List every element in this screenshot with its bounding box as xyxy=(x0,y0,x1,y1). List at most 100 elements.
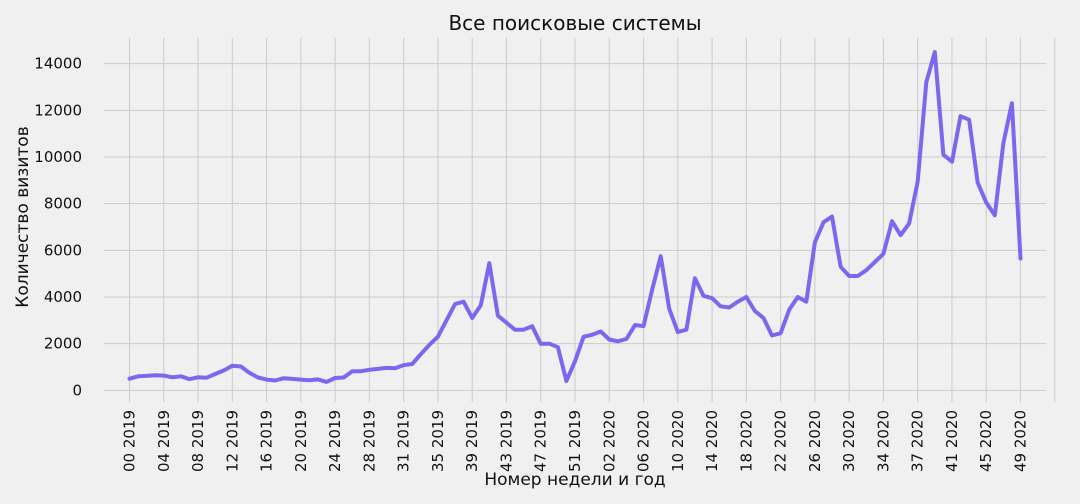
data-point xyxy=(685,328,688,331)
data-point xyxy=(942,153,945,156)
data-point xyxy=(693,277,696,280)
x-tick-label: 41 2020 xyxy=(943,410,961,472)
data-point xyxy=(265,378,268,381)
data-point xyxy=(496,314,499,317)
data-point xyxy=(642,325,645,328)
x-tick-label: 10 2020 xyxy=(669,410,687,472)
data-point xyxy=(359,370,362,373)
data-point xyxy=(796,296,799,299)
y-tick-label: 4000 xyxy=(44,288,82,306)
data-point xyxy=(582,335,585,338)
x-tick-label: 08 2019 xyxy=(189,410,207,472)
x-tick-label: 39 2019 xyxy=(463,410,481,472)
data-point xyxy=(711,297,714,300)
data-point xyxy=(891,220,894,223)
data-point xyxy=(222,369,225,372)
data-point xyxy=(753,310,756,313)
y-tick-label: 14000 xyxy=(34,55,82,73)
data-point xyxy=(428,343,431,346)
data-point xyxy=(317,378,320,381)
y-tick-label: 10000 xyxy=(34,148,82,166)
data-point xyxy=(128,377,131,380)
data-point xyxy=(831,215,834,218)
data-point xyxy=(214,373,217,376)
data-point xyxy=(539,342,542,345)
data-point xyxy=(659,255,662,258)
x-tick-label: 49 2020 xyxy=(1012,410,1030,472)
x-tick-label: 20 2019 xyxy=(292,410,310,472)
x-tick-label: 45 2020 xyxy=(977,410,995,472)
data-point xyxy=(522,328,525,331)
data-point xyxy=(599,330,602,333)
data-point xyxy=(231,364,234,367)
x-tick-label: 06 2020 xyxy=(635,410,653,472)
data-point xyxy=(308,379,311,382)
data-point xyxy=(1019,257,1022,260)
x-tick-label: 37 2020 xyxy=(909,410,927,472)
data-point xyxy=(933,51,936,54)
data-point xyxy=(145,374,148,377)
data-point xyxy=(171,376,174,379)
data-point xyxy=(771,334,774,337)
data-point xyxy=(179,375,182,378)
data-point xyxy=(651,289,654,292)
data-point xyxy=(745,296,748,299)
y-tick-label: 0 xyxy=(72,381,82,399)
data-point xyxy=(1002,142,1005,145)
data-point xyxy=(299,378,302,381)
data-point xyxy=(668,307,671,310)
data-point xyxy=(908,222,911,225)
y-tick-label: 2000 xyxy=(44,335,82,353)
data-point xyxy=(394,367,397,370)
data-point xyxy=(556,346,559,349)
x-tick-label: 24 2019 xyxy=(326,410,344,472)
y-tick-label: 12000 xyxy=(34,101,82,119)
data-point xyxy=(436,335,439,338)
data-point xyxy=(385,366,388,369)
data-point xyxy=(197,376,200,379)
data-point xyxy=(762,317,765,320)
x-tick-label: 12 2019 xyxy=(223,410,241,472)
data-point xyxy=(608,338,611,341)
data-point xyxy=(351,370,354,373)
data-point xyxy=(514,328,517,331)
data-point xyxy=(505,321,508,324)
data-point xyxy=(1010,102,1013,105)
data-point xyxy=(976,181,979,184)
data-point xyxy=(865,269,868,272)
x-tick-label: 30 2020 xyxy=(840,410,858,472)
data-point xyxy=(248,371,251,374)
y-axis-title: Количество визитов xyxy=(13,126,33,307)
data-point xyxy=(342,376,345,379)
data-point xyxy=(445,319,448,322)
x-tick-label: 26 2020 xyxy=(806,410,824,472)
data-point xyxy=(188,378,191,381)
y-tick-label: 8000 xyxy=(44,195,82,213)
data-point xyxy=(274,379,277,382)
data-point xyxy=(291,377,294,380)
data-point xyxy=(479,304,482,307)
x-tick-label: 04 2019 xyxy=(155,410,173,472)
data-point xyxy=(531,325,534,328)
data-point xyxy=(154,374,157,377)
data-point xyxy=(822,221,825,224)
data-point xyxy=(377,367,380,370)
data-point xyxy=(728,306,731,309)
data-point xyxy=(402,364,405,367)
x-tick-label: 35 2019 xyxy=(429,410,447,472)
x-tick-label: 00 2019 xyxy=(121,410,139,472)
data-point xyxy=(257,376,260,379)
data-point xyxy=(951,160,954,163)
x-tick-label: 18 2020 xyxy=(737,410,755,472)
data-point xyxy=(916,180,919,183)
data-point xyxy=(848,275,851,278)
x-axis-ticks: 00 2019 04 2019 08 2019 12 2019 16 2019 20 20… xyxy=(121,410,1030,472)
data-point xyxy=(462,300,465,303)
x-tick-label: 16 2019 xyxy=(258,410,276,472)
x-tick-label: 43 2019 xyxy=(497,410,515,472)
data-point xyxy=(454,303,457,306)
series-layer xyxy=(127,50,1023,384)
data-point xyxy=(856,275,859,278)
data-point xyxy=(548,342,551,345)
